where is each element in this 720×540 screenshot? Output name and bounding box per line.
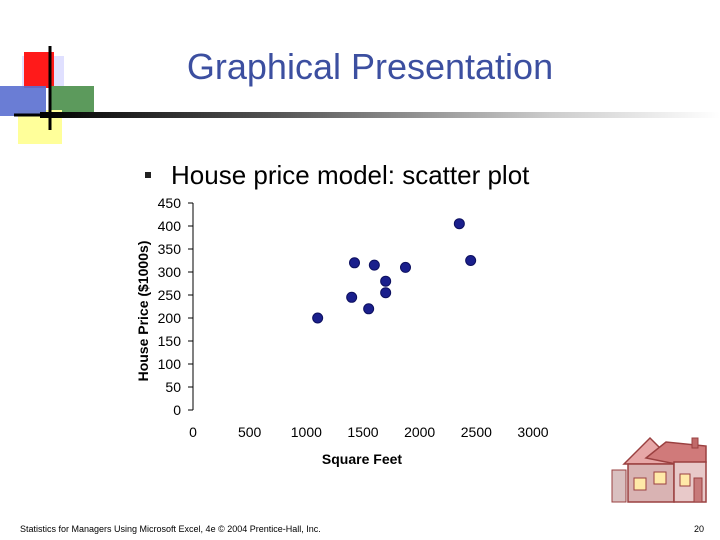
- data-point: [380, 287, 392, 299]
- y-tick-label: 150: [158, 333, 182, 349]
- x-tick-label: 2500: [461, 424, 492, 440]
- slide-title: Graphical Presentation: [186, 46, 554, 87]
- y-tick-label: 0: [173, 402, 181, 418]
- x-axis-label: Square Feet: [322, 451, 402, 467]
- y-axis-label: House Price ($1000s): [135, 241, 151, 382]
- y-tick-label: 200: [158, 310, 182, 326]
- data-point: [380, 275, 392, 287]
- y-tick-label: 250: [158, 287, 182, 303]
- y-tick-label: 350: [158, 241, 182, 257]
- y-tick-label: 300: [158, 264, 182, 280]
- y-tick-label: 400: [158, 218, 182, 234]
- data-point: [400, 261, 411, 273]
- y-tick-label: 100: [158, 356, 182, 372]
- x-tick-label: 1000: [291, 424, 322, 440]
- data-point: [453, 218, 465, 230]
- bullet-text: House price model: scatter plot: [171, 160, 530, 190]
- x-tick-label: 0: [189, 424, 197, 440]
- bullet-square-icon: [145, 172, 151, 178]
- data-points: [312, 218, 477, 324]
- data-point: [465, 255, 477, 266]
- y-tick-label: 450: [158, 195, 182, 211]
- x-tick-label: 500: [238, 424, 262, 440]
- data-point: [363, 303, 375, 315]
- house-clipart-icon: [611, 436, 707, 503]
- footer-copyright: Statistics for Managers Using Microsoft …: [20, 524, 321, 534]
- x-tick-label: 2000: [404, 424, 435, 440]
- x-tick-label: 3000: [517, 424, 548, 440]
- data-point: [368, 259, 380, 271]
- title-underline: [40, 112, 720, 118]
- x-tick-label: 1500: [347, 424, 378, 440]
- x-tick-group: 0 500 1000 1500 2000 2500 3000: [189, 424, 549, 440]
- y-tick-group: 0 50 100 150 200 250 300 350 400 450: [158, 195, 193, 418]
- data-point: [312, 312, 324, 324]
- data-point: [346, 291, 358, 303]
- page-number: 20: [693, 524, 704, 534]
- data-point: [349, 257, 360, 269]
- y-tick-label: 50: [165, 379, 181, 395]
